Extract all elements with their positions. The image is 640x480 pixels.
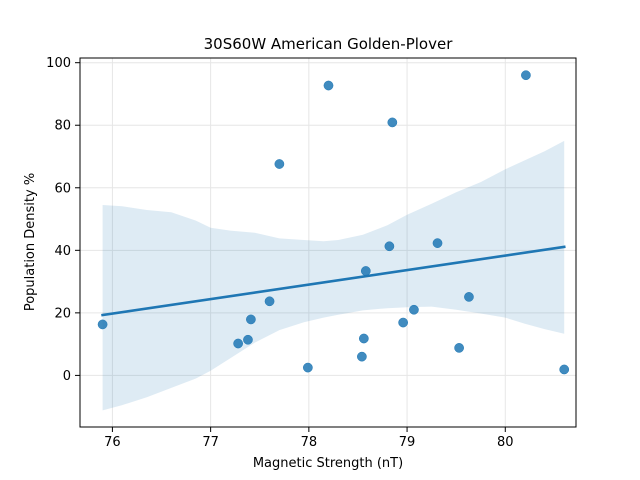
data-point xyxy=(264,296,275,307)
data-point xyxy=(97,319,108,330)
data-point xyxy=(521,70,531,81)
data-point xyxy=(357,351,367,362)
x-tick-label: 79 xyxy=(399,435,416,450)
y-tick-label: 40 xyxy=(54,244,71,259)
data-point xyxy=(398,317,408,328)
scatter-points xyxy=(97,70,570,375)
x-tick-label: 80 xyxy=(497,435,514,450)
x-axis-label: Magnetic Strength (nT) xyxy=(253,456,403,471)
confidence-band xyxy=(102,140,565,411)
data-point xyxy=(409,304,419,315)
data-point xyxy=(358,333,369,344)
confidence-band-layer xyxy=(102,140,565,411)
data-point xyxy=(233,338,243,349)
y-tick-label: 60 xyxy=(54,181,71,196)
plot-frame xyxy=(79,57,577,428)
data-point xyxy=(559,364,570,375)
data-point xyxy=(454,343,464,353)
data-point xyxy=(303,362,313,373)
data-point xyxy=(323,80,334,91)
x-tick-label: 77 xyxy=(202,435,219,450)
y-tick-label: 0 xyxy=(63,369,71,384)
data-point xyxy=(274,159,285,169)
y-axis-ticks: 0 20 40 60 80 100 xyxy=(46,56,80,384)
grid-lines xyxy=(80,58,576,427)
y-axis-label: Population Density % xyxy=(23,173,38,311)
chart-title: 30S60W American Golden-Plover xyxy=(204,35,454,53)
data-point xyxy=(360,266,371,276)
data-point xyxy=(243,334,253,345)
x-axis-ticks: 76 77 78 79 80 xyxy=(104,427,514,450)
data-point xyxy=(387,117,398,128)
data-point xyxy=(464,292,474,302)
x-tick-label: 76 xyxy=(104,435,121,450)
regression-line-layer xyxy=(101,245,566,317)
y-tick-label: 100 xyxy=(46,56,71,71)
data-point xyxy=(432,238,443,248)
y-tick-label: 80 xyxy=(54,119,71,134)
y-tick-label: 20 xyxy=(54,306,71,321)
x-tick-label: 78 xyxy=(301,435,318,450)
data-point xyxy=(384,241,395,252)
data-point xyxy=(246,314,256,325)
regression-line xyxy=(101,245,566,317)
